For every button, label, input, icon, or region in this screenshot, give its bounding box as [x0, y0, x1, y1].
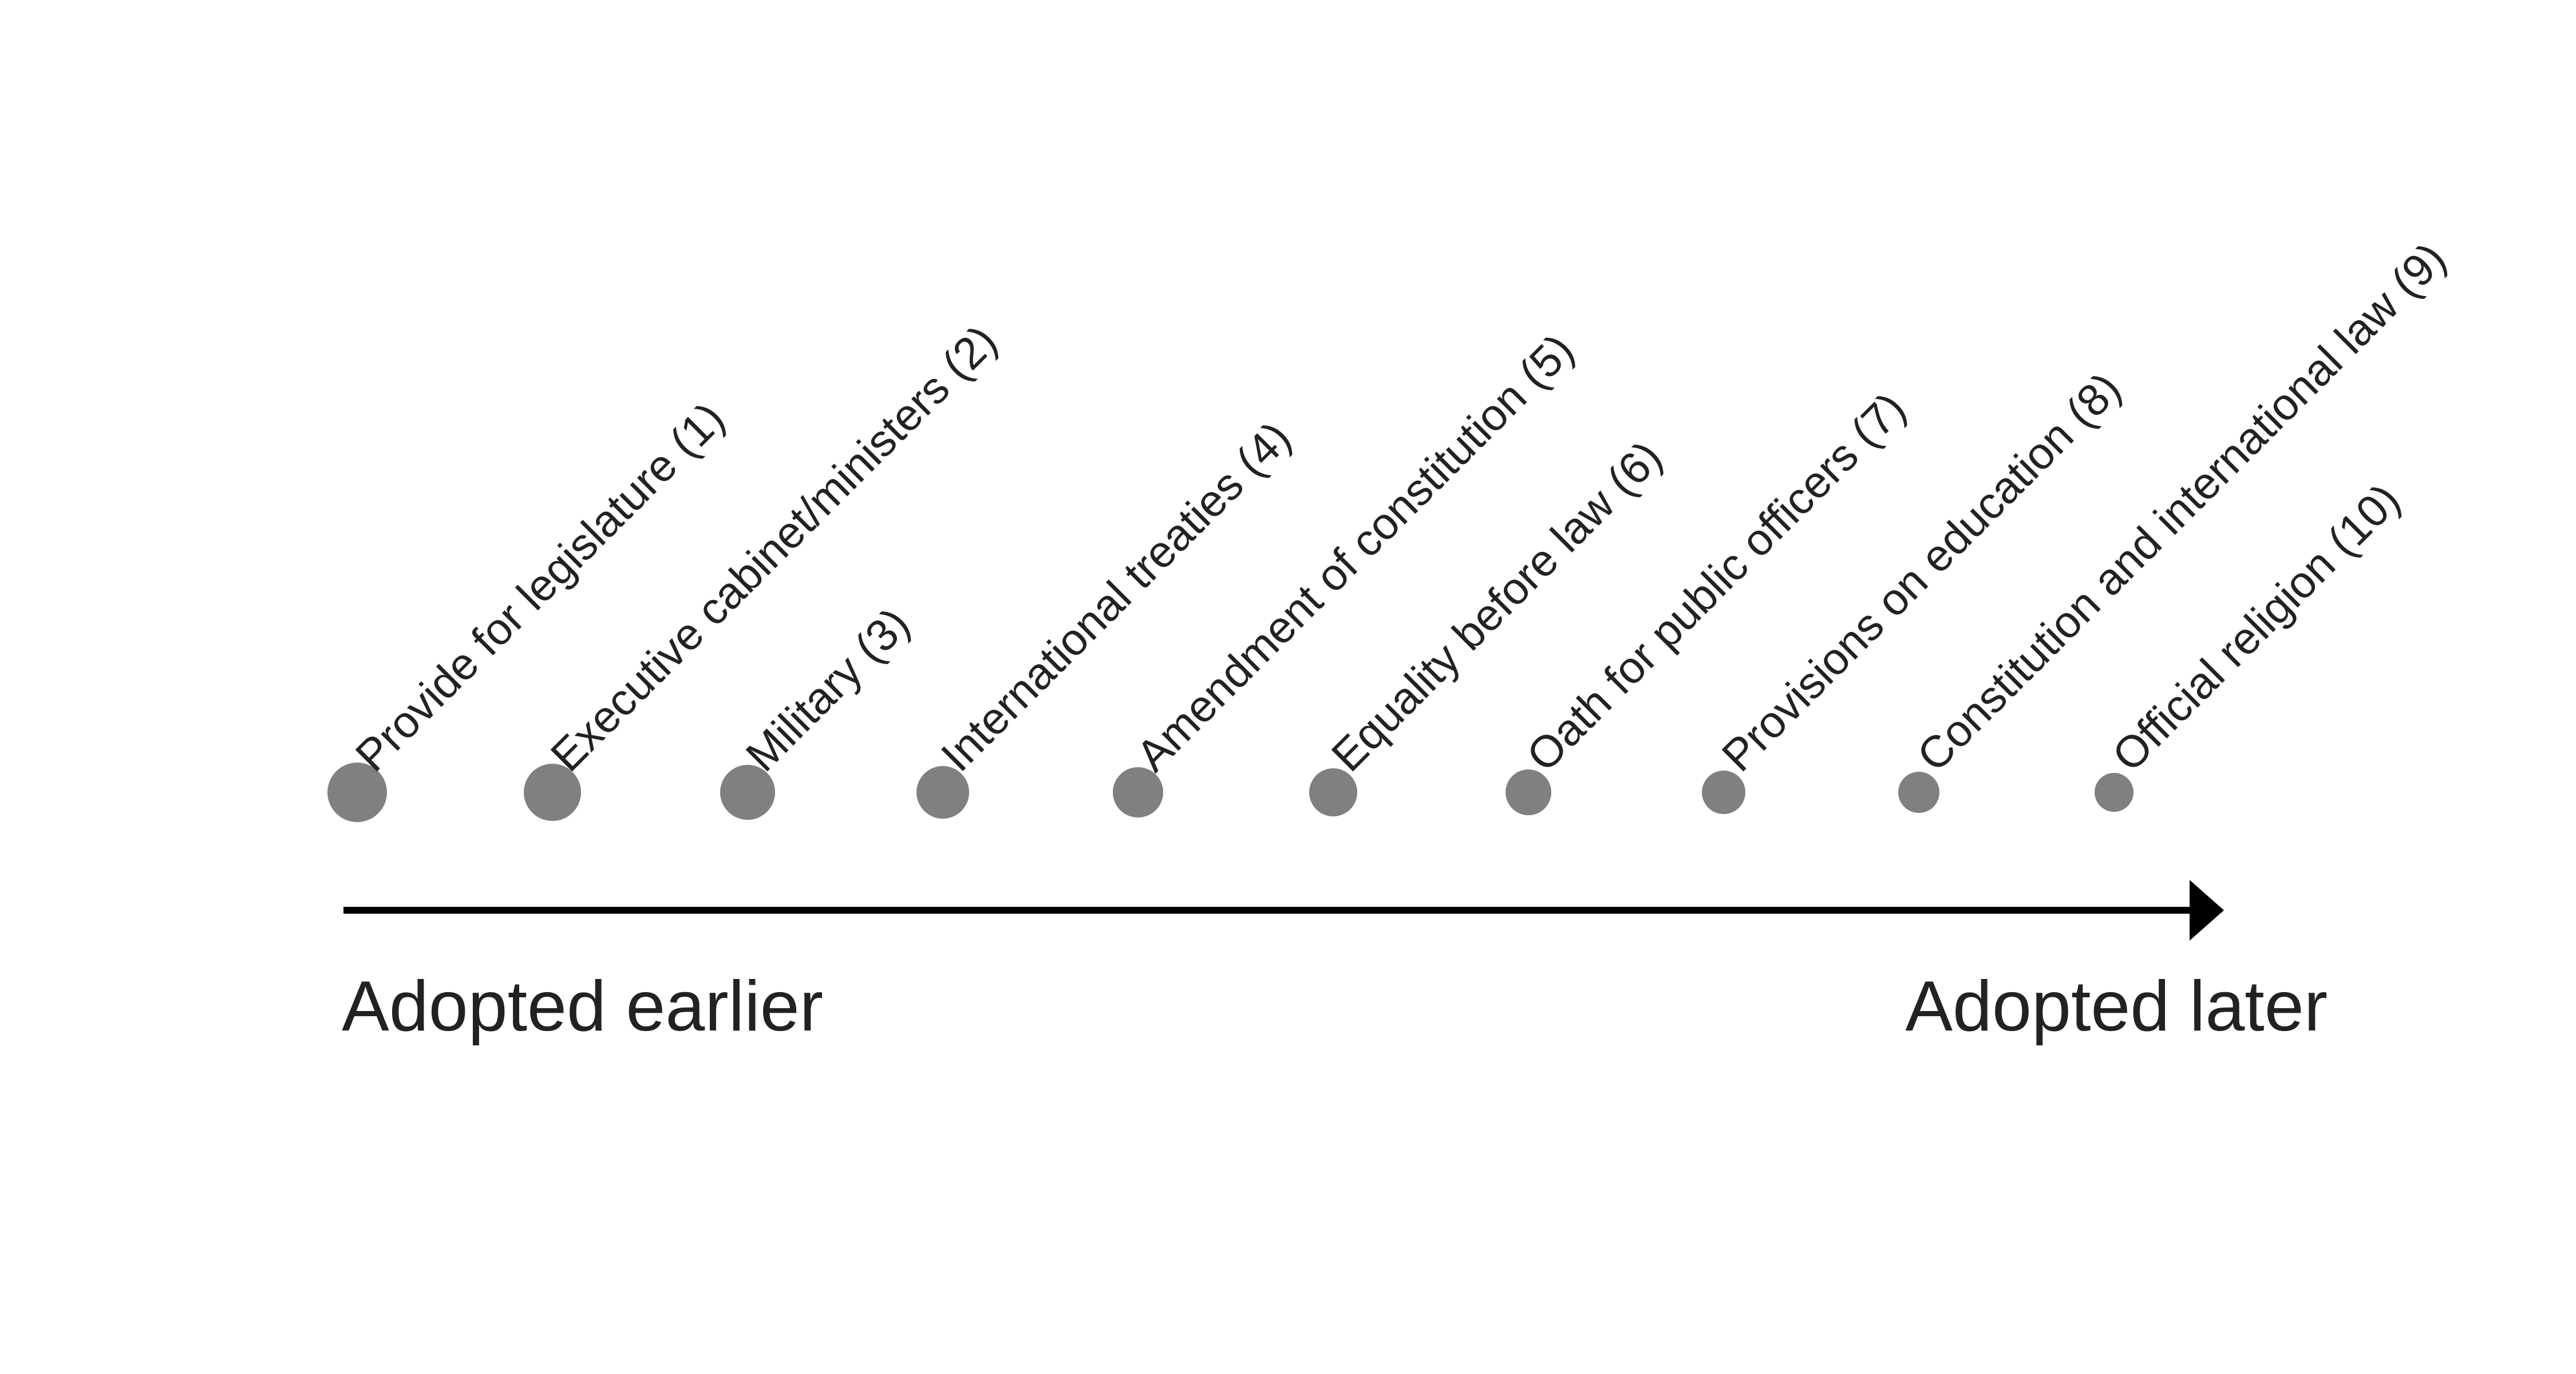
item-dot: [1702, 771, 1745, 814]
timeline-arrowhead-icon: [2190, 880, 2224, 941]
item-dot: [524, 764, 581, 821]
item-dot: [2095, 773, 2134, 812]
axis-start-label: Adopted earlier: [342, 967, 823, 1046]
item-label: Equality before law (6): [1322, 431, 1672, 781]
item-label: Oath for public officers (7): [1517, 382, 1915, 781]
item-dot: [1113, 767, 1163, 818]
item-dot: [916, 766, 969, 819]
item-dot: [327, 763, 387, 822]
item-label: International treaties (4): [931, 412, 1301, 781]
item-dot: [720, 765, 775, 820]
items-layer: Provide for legislature (1)Executive cab…: [327, 233, 2455, 822]
item-dot: [1898, 772, 1939, 813]
item-label: Provide for legislature (1): [346, 393, 734, 781]
item-label: Provisions on education (8): [1712, 362, 2131, 781]
item-dot: [1506, 769, 1551, 815]
axis-end-label: Adopted later: [1905, 967, 2328, 1046]
item-dot: [1309, 768, 1357, 816]
item-label: Military (3): [736, 598, 919, 781]
